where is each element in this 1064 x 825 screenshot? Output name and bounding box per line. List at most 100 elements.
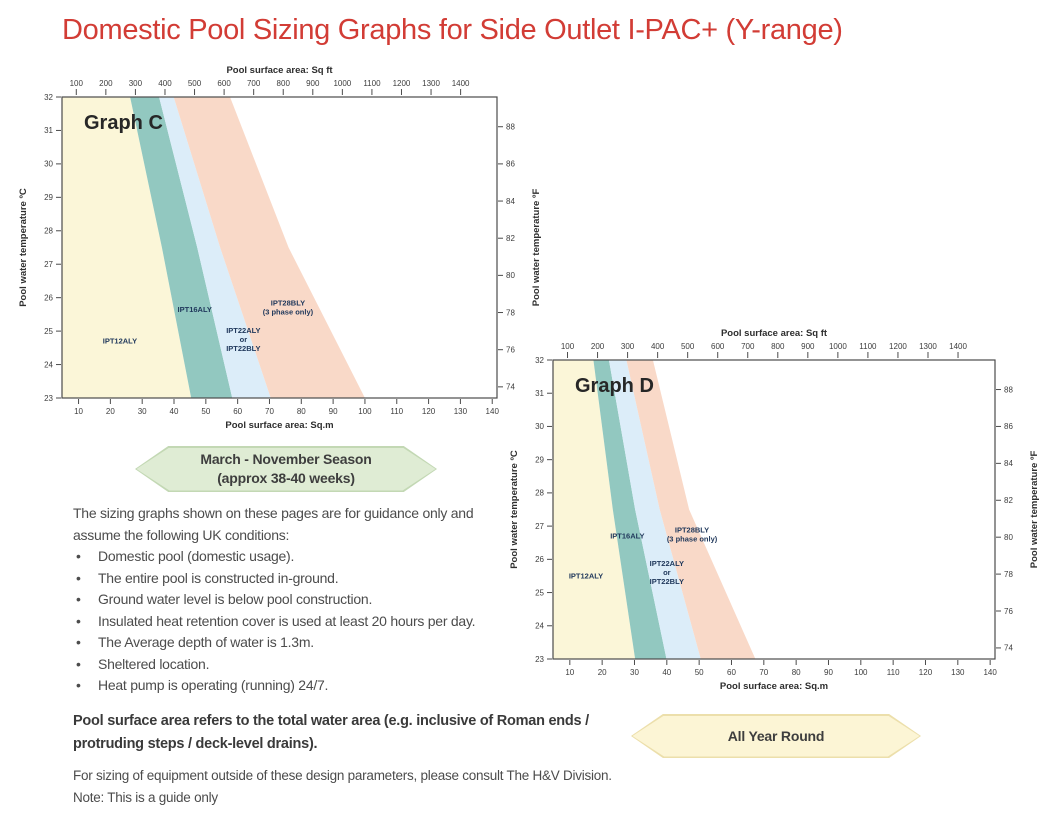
bottom-tick-label: 60: [233, 407, 242, 416]
all-year-banner-body: All Year Round: [632, 715, 920, 757]
band-label: IPT22ALY or IPT22BLY: [650, 559, 684, 586]
right-axis-title: Pool water temperature ºF: [1029, 451, 1040, 569]
bullet-item: • Ground water level is below pool constr…: [73, 589, 553, 611]
bottom-tick-label: 140: [486, 407, 500, 416]
left-tick-label: 25: [535, 588, 544, 597]
band-ipt16aly: [593, 360, 667, 659]
right-tick-label: 74: [506, 383, 515, 392]
pool-surface-area-note: Pool surface area refers to the total wa…: [73, 710, 673, 755]
left-tick-label: 31: [535, 389, 544, 398]
top-tick-label: 600: [711, 342, 725, 351]
bottom-tick-label: 70: [265, 407, 274, 416]
bullet-icon: •: [76, 677, 81, 693]
top-tick-label: 1200: [889, 342, 907, 351]
bullet-icon: •: [76, 612, 81, 629]
left-tick-label: 23: [44, 394, 53, 403]
intro-line-1: The sizing graphs shown on these pages a…: [73, 505, 474, 521]
band-label: IPT12ALY: [569, 571, 603, 580]
bottom-tick-label: 100: [854, 668, 868, 677]
graph-title: Graph D: [575, 375, 654, 397]
season-banner: March - November Season (approx 38-40 we…: [135, 446, 437, 492]
band-ipt28bly-3-phase-only-: [173, 97, 365, 398]
bottom-tick-label: 70: [759, 668, 768, 677]
top-tick-label: 400: [158, 79, 172, 88]
bottom-tick-label: 30: [630, 668, 639, 677]
left-tick-label: 27: [44, 260, 53, 269]
bullet-item: • The entire pool is constructed in-groun…: [73, 568, 553, 590]
bottom-tick-label: 130: [951, 668, 965, 677]
footer-note: For sizing of equipment outside of these…: [73, 765, 673, 808]
band-ipt22aly-or-ipt22bly: [608, 360, 701, 659]
bottom-tick-label: 80: [792, 668, 801, 677]
bottom-tick-label: 110: [887, 668, 900, 677]
pool-surface-area-note-line1: Pool surface area refers to the total wa…: [73, 713, 589, 729]
right-tick-label: 80: [1004, 533, 1013, 542]
left-tick-label: 26: [535, 555, 544, 564]
right-tick-label: 78: [506, 308, 515, 317]
band-ipt22aly-or-ipt22bly: [159, 97, 271, 398]
top-tick-label: 1000: [829, 342, 847, 351]
left-tick-label: 23: [535, 655, 544, 664]
band-ipt28bly-3-phase-only-: [626, 360, 756, 659]
right-tick-label: 84: [1004, 459, 1013, 468]
band-label: IPT22ALY or IPT22BLY: [226, 326, 260, 353]
bullet-item: • Insulated heat retention cover is used …: [73, 611, 553, 633]
right-tick-label: 74: [1004, 644, 1013, 653]
band-ipt12aly: [62, 97, 192, 398]
right-tick-label: 76: [1004, 607, 1013, 616]
top-tick-label: 100: [70, 79, 84, 88]
right-tick-label: 88: [506, 123, 515, 132]
bottom-tick-label: 20: [106, 407, 115, 416]
band-label: IPT28BLY (3 phase only): [667, 525, 718, 543]
left-axis-title: Pool water temperature ºC: [509, 450, 520, 569]
top-axis-title: Pool surface area: Sq ft: [721, 328, 828, 339]
right-tick-label: 82: [506, 234, 515, 243]
band-label: IPT28BLY (3 phase only): [263, 299, 314, 317]
left-tick-label: 29: [44, 193, 53, 202]
top-tick-label: 1100: [859, 342, 877, 351]
right-tick-label: 76: [506, 345, 515, 354]
footer-line2: Note: This is a guide only: [73, 789, 218, 805]
bullet-item: • The Average depth of water is 1.3m.: [73, 632, 553, 654]
plot-frame: [552, 359, 996, 660]
bullet-item: • Sheltered location.: [73, 654, 553, 676]
top-tick-label: 600: [217, 79, 231, 88]
right-tick-label: 80: [506, 271, 515, 280]
top-tick-label: 800: [277, 79, 291, 88]
top-tick-label: 300: [129, 79, 143, 88]
season-banner-line2: (approx 38-40 weeks): [217, 470, 355, 486]
graph-c: IPT12ALY IPT16ALY IPT22ALY or IPT22BLYIPT28B…: [18, 65, 542, 431]
bottom-tick-label: 30: [138, 407, 147, 416]
top-tick-label: 500: [681, 342, 695, 351]
bullet-item: • Heat pump is operating (running) 24/7.: [73, 675, 553, 697]
left-tick-label: 31: [44, 126, 53, 135]
left-tick-label: 30: [44, 160, 53, 169]
band-label: IPT16ALY: [178, 305, 212, 314]
top-axis-title: Pool surface area: Sq ft: [226, 65, 333, 76]
bottom-tick-label: 120: [919, 668, 933, 677]
all-year-banner: All Year Round: [631, 714, 921, 758]
right-tick-label: 88: [1004, 385, 1013, 394]
top-tick-label: 1300: [919, 342, 937, 351]
bottom-tick-label: 40: [662, 668, 671, 677]
bottom-tick-label: 10: [74, 407, 83, 416]
top-tick-label: 1100: [363, 79, 381, 88]
right-axis-title: Pool water temperature ºF: [531, 189, 542, 307]
intro-line-2: assume the following UK conditions:: [73, 526, 290, 543]
left-tick-label: 28: [44, 227, 53, 236]
left-tick-label: 24: [535, 622, 544, 631]
bottom-tick-label: 60: [727, 668, 736, 677]
bottom-tick-label: 80: [297, 407, 306, 416]
left-tick-label: 24: [44, 360, 53, 369]
left-tick-label: 28: [535, 489, 544, 498]
season-banner-body: March - November Season (approx 38-40 we…: [136, 447, 436, 491]
left-tick-label: 30: [535, 422, 544, 431]
top-tick-label: 1400: [949, 342, 967, 351]
right-tick-label: 78: [1004, 570, 1013, 579]
top-tick-label: 700: [741, 342, 755, 351]
bullet-icon: •: [76, 569, 81, 586]
bullet-icon: •: [76, 634, 81, 650]
bottom-tick-label: 50: [201, 407, 210, 416]
plot-frame: [61, 96, 498, 399]
